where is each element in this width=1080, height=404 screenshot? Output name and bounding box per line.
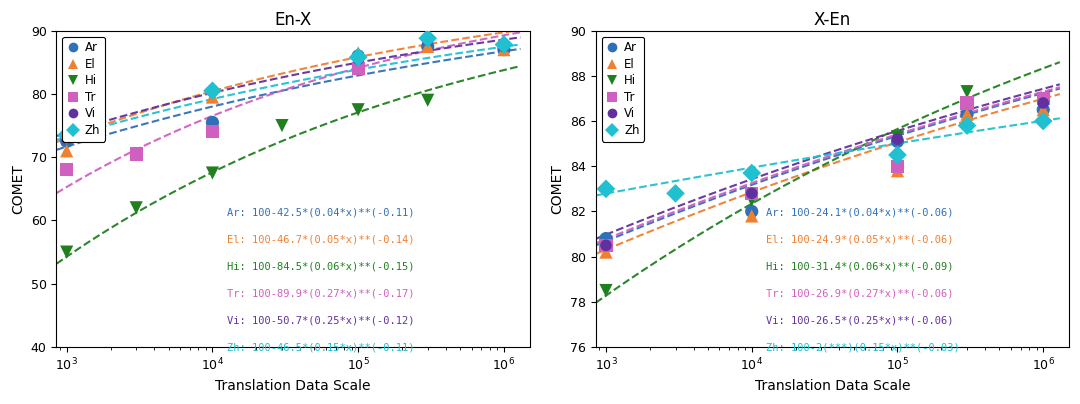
Point <box>58 147 76 154</box>
Point <box>496 41 513 48</box>
Point <box>743 197 760 203</box>
Point <box>419 43 436 50</box>
Point <box>127 151 145 157</box>
Text: Tr: 100-89.9*(0.27*x)**(-0.17): Tr: 100-89.9*(0.27*x)**(-0.17) <box>227 288 415 299</box>
Point <box>889 136 906 142</box>
Point <box>350 107 367 113</box>
Point <box>204 88 221 94</box>
Point <box>204 128 221 135</box>
Point <box>58 166 76 173</box>
Point <box>350 53 367 59</box>
Point <box>958 100 975 106</box>
Point <box>743 208 760 215</box>
Point <box>350 65 367 72</box>
Text: Zh: 100-46.5*(0.15*x)**(-0.11): Zh: 100-46.5*(0.15*x)**(-0.11) <box>227 342 415 352</box>
Point <box>1035 100 1052 106</box>
Text: Hi: 100-31.4*(0.06*x)**(-0.09): Hi: 100-31.4*(0.06*x)**(-0.09) <box>766 262 954 271</box>
Point <box>889 134 906 140</box>
Point <box>889 163 906 169</box>
Point <box>204 88 221 94</box>
Point <box>597 185 615 192</box>
Point <box>204 170 221 176</box>
Point <box>419 97 436 103</box>
Point <box>958 111 975 118</box>
Point <box>496 43 513 50</box>
Point <box>419 43 436 50</box>
Point <box>496 46 513 53</box>
X-axis label: Translation Data Scale: Translation Data Scale <box>215 379 370 393</box>
Text: Ar: 100-42.5*(0.04*x)**(-0.11): Ar: 100-42.5*(0.04*x)**(-0.11) <box>227 208 415 218</box>
Point <box>743 213 760 219</box>
Point <box>1035 107 1052 113</box>
Point <box>350 50 367 56</box>
Point <box>273 122 291 129</box>
Point <box>350 56 367 62</box>
Point <box>597 287 615 294</box>
Text: Ar: 100-24.1*(0.04*x)**(-0.06): Ar: 100-24.1*(0.04*x)**(-0.06) <box>766 208 954 218</box>
Point <box>58 249 76 255</box>
Title: X-En: X-En <box>813 11 851 29</box>
Point <box>350 54 367 61</box>
Point <box>958 122 975 129</box>
Text: El: 100-24.9*(0.05*x)**(-0.06): El: 100-24.9*(0.05*x)**(-0.06) <box>766 235 954 245</box>
Text: Tr: 100-26.9*(0.27*x)**(-0.06): Tr: 100-26.9*(0.27*x)**(-0.06) <box>766 288 954 299</box>
Point <box>419 37 436 43</box>
Legend: Ar, El, Hi, Tr, Vi, Zh: Ar, El, Hi, Tr, Vi, Zh <box>602 37 645 142</box>
Point <box>958 122 975 129</box>
Title: En-X: En-X <box>274 11 312 29</box>
Point <box>666 190 684 197</box>
Legend: Ar, El, Hi, Tr, Vi, Zh: Ar, El, Hi, Tr, Vi, Zh <box>63 37 105 142</box>
Point <box>1035 95 1052 102</box>
Point <box>597 242 615 248</box>
Point <box>204 119 221 126</box>
Text: Vi: 100-26.5*(0.25*x)**(-0.06): Vi: 100-26.5*(0.25*x)**(-0.06) <box>766 316 954 325</box>
Point <box>958 88 975 95</box>
Text: Vi: 100-50.7*(0.25*x)**(-0.12): Vi: 100-50.7*(0.25*x)**(-0.12) <box>227 316 415 325</box>
Point <box>889 152 906 158</box>
Point <box>419 35 436 42</box>
Y-axis label: COMET: COMET <box>11 164 25 214</box>
Point <box>597 249 615 255</box>
Point <box>58 135 76 141</box>
Text: Hi: 100-84.5*(0.06*x)**(-0.15): Hi: 100-84.5*(0.06*x)**(-0.15) <box>227 262 415 271</box>
Point <box>127 204 145 211</box>
Point <box>597 242 615 248</box>
Point <box>58 132 76 138</box>
Point <box>958 111 975 118</box>
Point <box>204 94 221 100</box>
Point <box>1035 118 1052 124</box>
Point <box>889 138 906 145</box>
Point <box>743 170 760 176</box>
Point <box>496 46 513 53</box>
Point <box>743 190 760 197</box>
Point <box>1035 107 1052 113</box>
Point <box>58 138 76 145</box>
X-axis label: Translation Data Scale: Translation Data Scale <box>755 379 910 393</box>
Point <box>889 168 906 174</box>
Y-axis label: COMET: COMET <box>551 164 565 214</box>
Point <box>597 235 615 242</box>
Text: El: 100-46.7*(0.05*x)**(-0.14): El: 100-46.7*(0.05*x)**(-0.14) <box>227 235 415 245</box>
Point <box>743 190 760 197</box>
Text: Zh: 100-2(***)(0.15*x)**(-0.03): Zh: 100-2(***)(0.15*x)**(-0.03) <box>766 342 960 352</box>
